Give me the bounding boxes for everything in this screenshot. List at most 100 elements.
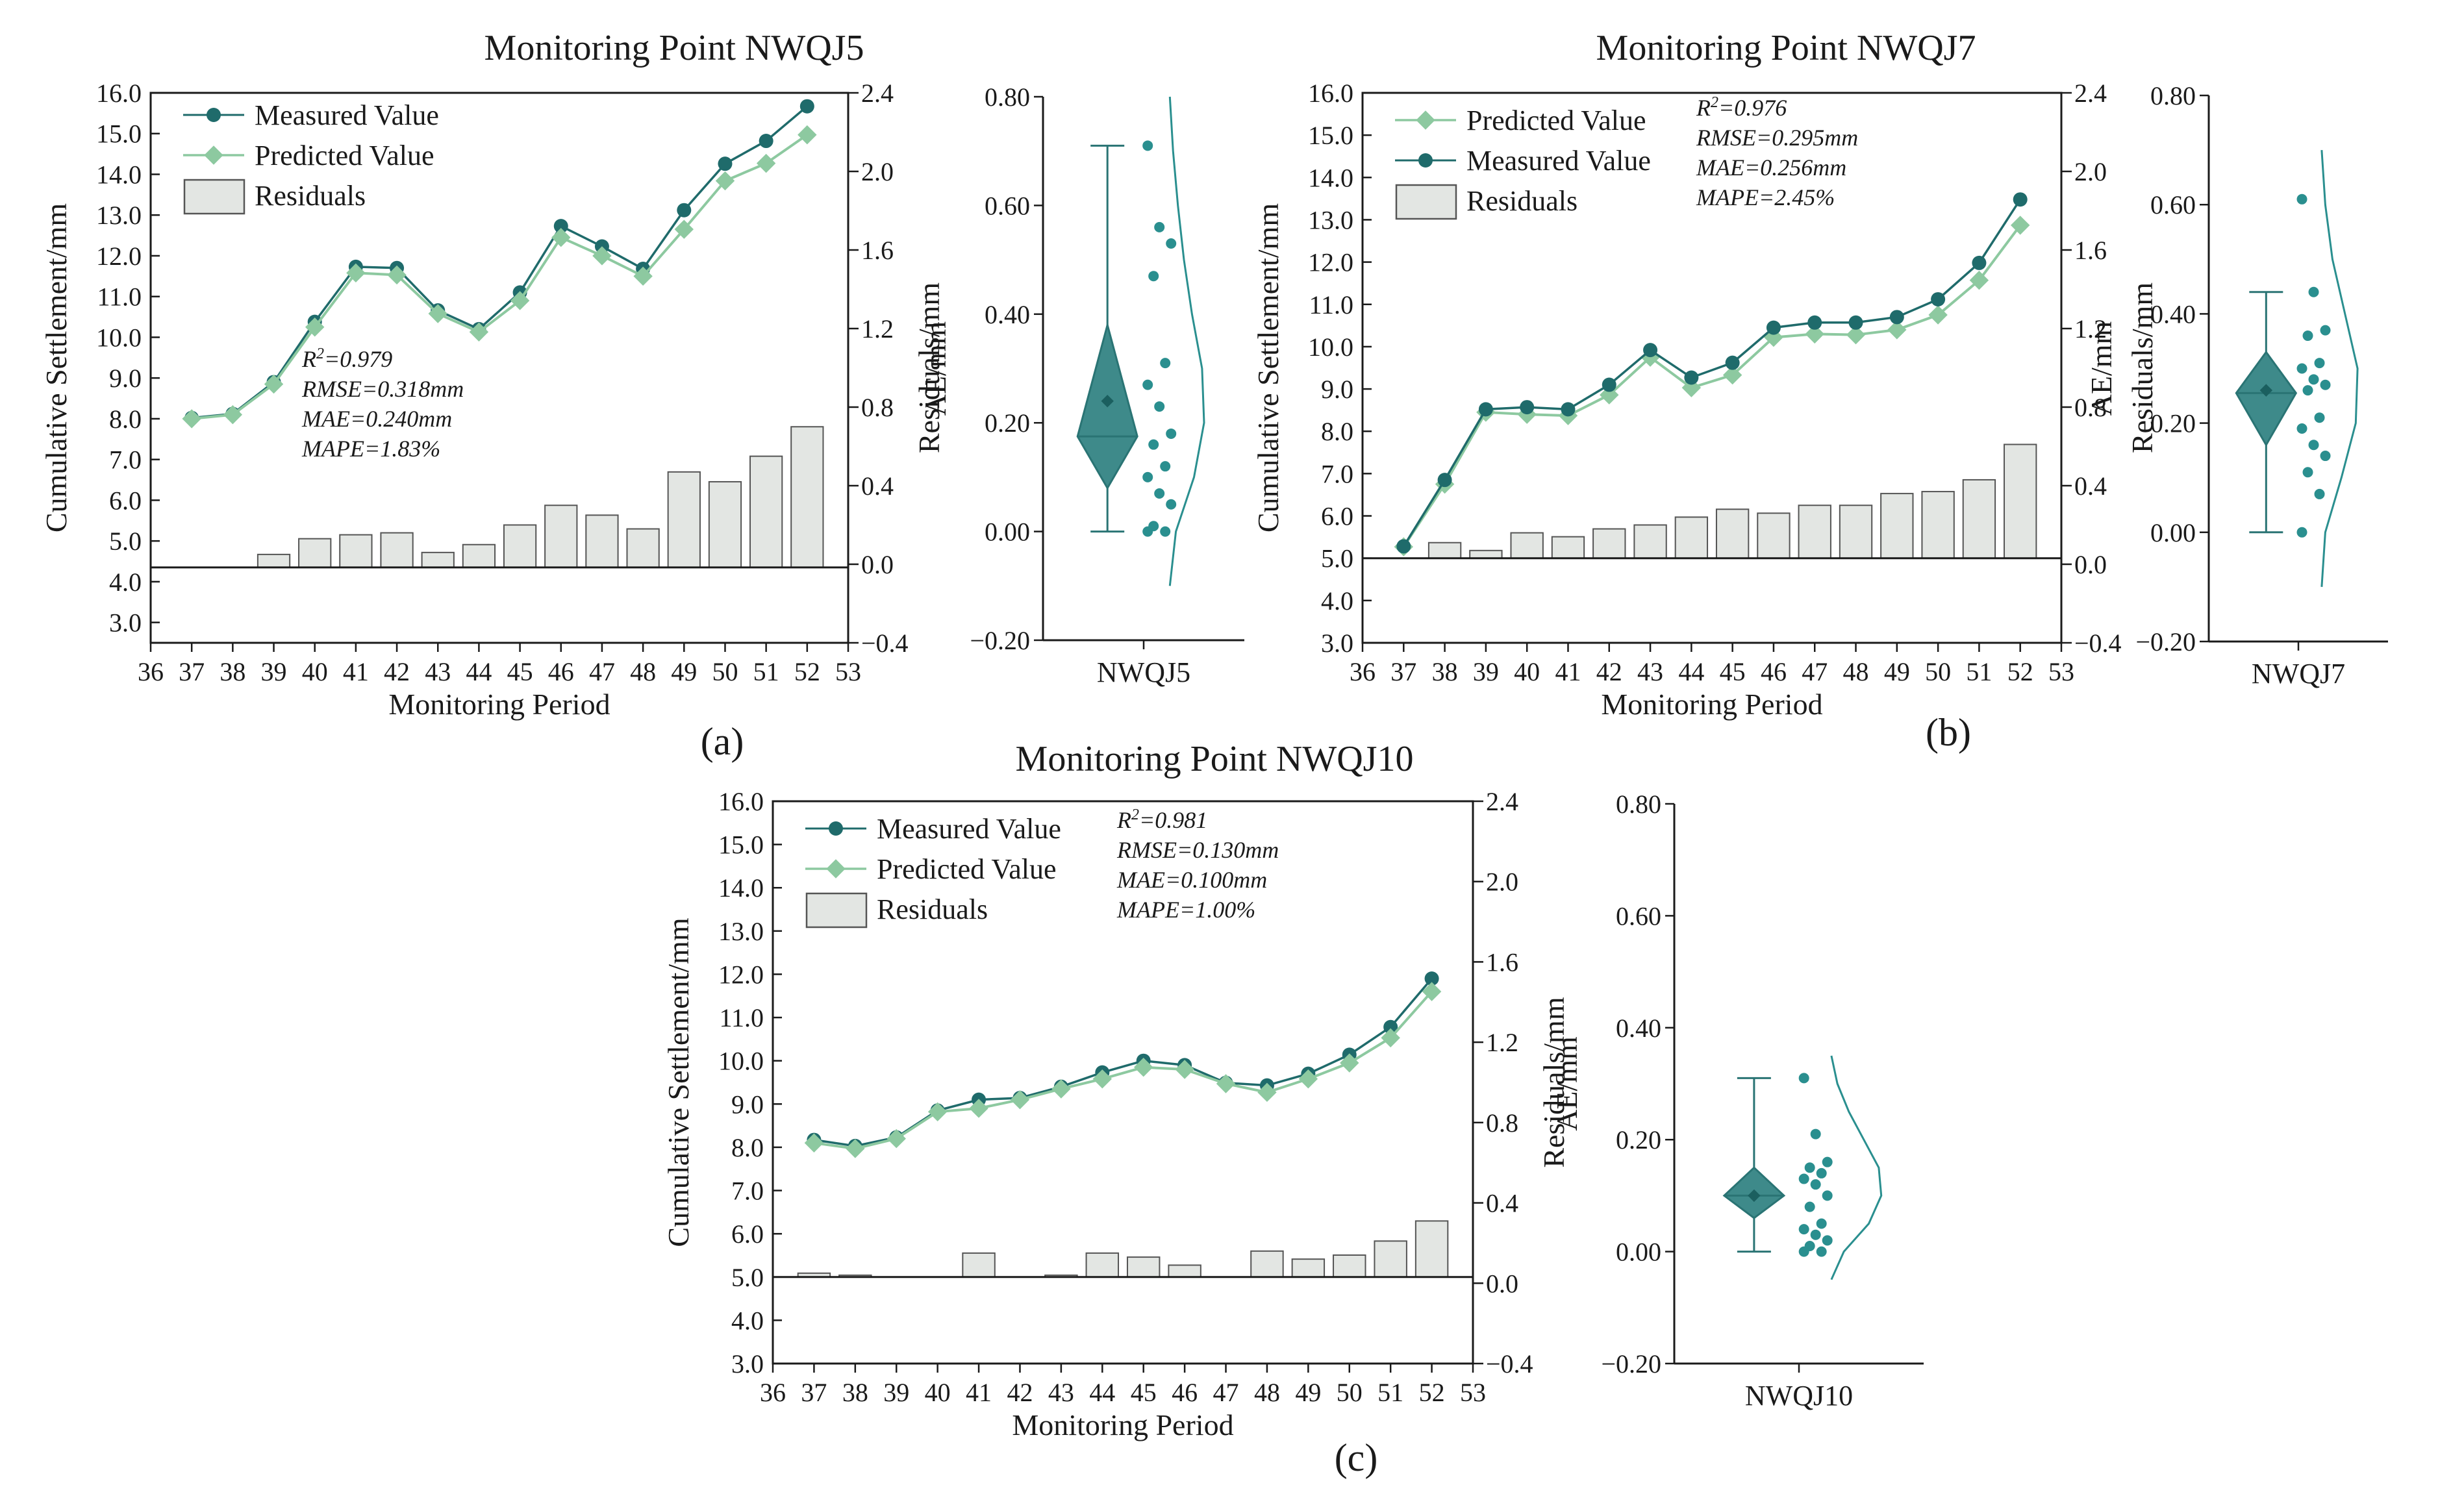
x-tick-label: 53 — [2048, 657, 2074, 686]
predicted-point — [886, 1128, 906, 1149]
chart-title-b: Monitoring Point NWQJ7 — [1596, 28, 1976, 68]
ae-point — [2302, 330, 2313, 342]
y2-tick-label: 0.8 — [2074, 393, 2107, 422]
density-curve — [1168, 96, 1205, 586]
residual-bar — [257, 553, 291, 568]
predicted-point — [927, 1102, 948, 1122]
residual-bar — [503, 524, 537, 568]
x-tick-label: 45 — [1131, 1378, 1157, 1407]
measured-point — [1931, 292, 1946, 306]
y2-tick-label: 2.0 — [1486, 867, 1518, 897]
y2-tick-label: 2.4 — [1486, 787, 1518, 816]
box-category-label: NWQJ10 — [1745, 1380, 1853, 1412]
ae-point — [2320, 451, 2331, 462]
measured-point — [2013, 192, 2028, 207]
residual-bar — [962, 1252, 996, 1278]
x-axis-label: Monitoring Period — [1601, 688, 1822, 721]
measured-point — [1972, 255, 1987, 270]
measured-point — [1561, 402, 1576, 417]
stat-text: MAE=0.100mm — [1116, 867, 1267, 893]
predicted-point — [1422, 982, 1442, 1001]
legend-predicted-marker — [204, 145, 223, 165]
predicted-point — [592, 246, 612, 266]
y-tick-label: 16.0 — [1308, 79, 1353, 108]
residual-bar — [1374, 1240, 1407, 1278]
y-tick-label: 8.0 — [731, 1133, 764, 1162]
predicted-point — [469, 322, 489, 342]
ae-point — [2296, 363, 2307, 374]
x-tick-label: 36 — [1350, 657, 1376, 686]
residual-bar — [585, 514, 619, 568]
residual-bar — [1880, 493, 1914, 559]
x-tick-label: 37 — [801, 1378, 827, 1407]
ae-point — [1810, 1128, 1821, 1140]
plot-frame — [149, 92, 849, 644]
stat-text: R2=0.979 — [301, 345, 392, 372]
residual-bar — [1633, 524, 1667, 559]
y-tick-label: 6.0 — [109, 486, 142, 515]
predicted-point — [1928, 305, 1948, 325]
measured-point — [1684, 370, 1699, 385]
ae-point — [1798, 1173, 1809, 1184]
x-tick-label: 47 — [589, 657, 615, 686]
legend-predicted-marker — [1416, 110, 1435, 130]
y2-tick-label: −0.4 — [2074, 629, 2122, 658]
x-tick-label: 41 — [1555, 657, 1581, 686]
x-tick-label: 40 — [925, 1378, 951, 1407]
box-c-box: −0.20 0.00 0.20 0.40 0.60 0.80 AE/mm NWQJ10 — [1550, 790, 1924, 1412]
ae-point — [2302, 385, 2313, 396]
ae-point — [1142, 379, 1153, 390]
predicted-point — [1133, 1057, 1153, 1077]
ae-point — [1804, 1201, 1815, 1212]
measured-point — [1848, 315, 1863, 330]
y2-tick-label: 2.4 — [2074, 79, 2107, 108]
legend-label: Residuals — [255, 180, 366, 212]
box-y-tick-label: 0.80 — [1616, 790, 1661, 819]
y-tick-label: 3.0 — [731, 1349, 764, 1378]
y-axis-label: Cumulative Settlement/mm — [1251, 203, 1285, 532]
y-tick-label: 4.0 — [731, 1306, 764, 1335]
box-y-tick-label: −0.20 — [2135, 627, 2196, 656]
y-tick-label: 6.0 — [1321, 502, 1353, 531]
y-tick-label: 4.0 — [109, 567, 142, 597]
stat-text: R2=0.981 — [1116, 806, 1207, 833]
box-y-tick-label: 0.20 — [1616, 1125, 1661, 1154]
x-tick-label: 41 — [966, 1378, 992, 1407]
chart-title-a: Monitoring Point NWQJ5 — [484, 28, 864, 68]
chart-a: Monitoring Point NWQJ5 (a) 36 37 38 39 40 41 42 4… — [40, 28, 946, 763]
y2-tick-label: 0.4 — [1486, 1189, 1518, 1218]
box-y-axis-label: AE/mm — [919, 321, 952, 416]
x-tick-label: 53 — [835, 657, 861, 686]
box-y-tick-label: −0.20 — [970, 626, 1030, 655]
measured-point — [1807, 315, 1822, 330]
ae-point — [1166, 499, 1177, 510]
box-y-tick-label: 0.00 — [2150, 518, 2196, 547]
ae-point — [1816, 1218, 1827, 1229]
chart-b: Monitoring Point NWQJ7 (b) 36 37 38 39 40 41 42 4… — [1251, 28, 2159, 754]
measured-point — [1424, 971, 1439, 986]
x-tick-label: 48 — [630, 657, 656, 686]
legend-predicted-marker — [826, 859, 846, 879]
x-tick-label: 51 — [1966, 657, 1992, 686]
y2-tick-label: 0.8 — [861, 393, 894, 422]
box-y-tick-label: 0.80 — [2150, 81, 2196, 110]
y2-tick-label: 0.4 — [2074, 471, 2107, 501]
residual-bar — [421, 551, 455, 568]
mean-marker — [2259, 384, 2273, 397]
x-tick-label: 53 — [1460, 1378, 1486, 1407]
y2-tick-label: 1.6 — [1486, 947, 1518, 977]
x-tick-label: 44 — [1678, 657, 1704, 686]
box-y-tick-label: 0.00 — [985, 517, 1030, 547]
y2-tick-label: 1.6 — [861, 236, 894, 265]
legend-residuals-swatch — [805, 892, 868, 929]
x-tick-label: 39 — [261, 657, 287, 686]
measured-point — [1520, 400, 1535, 415]
box-y-tick-label: 0.40 — [2150, 299, 2196, 329]
predicted-point — [1298, 1069, 1318, 1089]
ae-point — [1154, 221, 1165, 232]
x-tick-label: 47 — [1213, 1378, 1239, 1407]
measured-line — [814, 977, 1433, 1147]
chart-title-c: Monitoring Point NWQJ10 — [1016, 739, 1414, 779]
predicted-point — [387, 265, 407, 285]
